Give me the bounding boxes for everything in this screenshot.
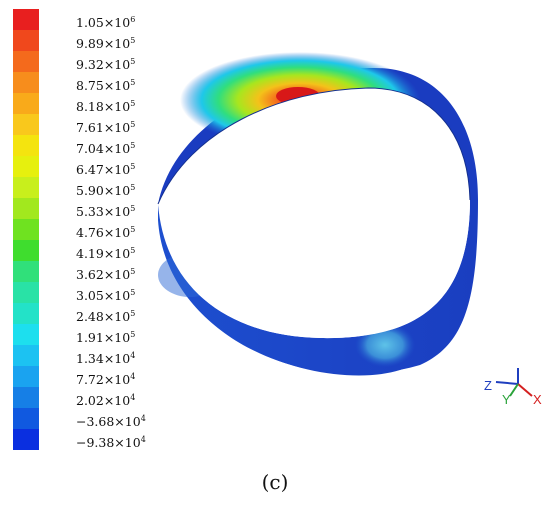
legend-swatch <box>13 366 39 387</box>
legend-label: 1.05×106 <box>76 15 136 30</box>
shell-contour-plot <box>157 52 478 376</box>
coordinate-axes-icon: Z Y X <box>484 368 542 406</box>
legend-swatch <box>13 282 39 303</box>
legend-label: 5.90×105 <box>76 183 136 198</box>
legend-swatch <box>13 387 39 408</box>
axis-x-label: X <box>533 392 542 406</box>
legend-label: 9.89×105 <box>76 36 136 51</box>
legend-swatch <box>13 219 39 240</box>
legend-label: 7.61×105 <box>76 120 136 135</box>
legend-label: 3.62×105 <box>76 267 136 282</box>
legend-swatch <box>13 261 39 282</box>
legend-label: 7.04×105 <box>76 141 136 156</box>
legend-label: 2.48×105 <box>76 309 136 324</box>
axis-z-label: Z <box>484 378 492 393</box>
legend-label: 4.19×105 <box>76 246 136 261</box>
legend-label: 7.72×104 <box>76 372 136 387</box>
legend-label: 1.91×105 <box>76 330 136 345</box>
legend-swatch <box>13 408 39 429</box>
legend-swatch <box>13 9 39 30</box>
legend-label: 1.34×104 <box>76 351 136 366</box>
shell-opening <box>158 88 470 339</box>
color-legend-bar <box>13 9 39 450</box>
legend-swatch <box>13 72 39 93</box>
axis-y-label: Y <box>502 392 511 406</box>
legend-label: 2.02×104 <box>76 393 136 408</box>
legend-label: 4.76×105 <box>76 225 136 240</box>
legend-swatch <box>13 429 39 450</box>
legend-swatch <box>13 93 39 114</box>
legend-swatch <box>13 135 39 156</box>
legend-swatch <box>13 114 39 135</box>
legend-label: 5.33×105 <box>76 204 136 219</box>
legend-label: 9.32×105 <box>76 57 136 72</box>
legend-label: 8.18×105 <box>76 99 136 114</box>
legend-swatch <box>13 345 39 366</box>
legend-swatch <box>13 303 39 324</box>
legend-swatch <box>13 324 39 345</box>
legend-label: −3.68×104 <box>76 414 146 429</box>
legend-swatch <box>13 177 39 198</box>
legend-swatch <box>13 156 39 177</box>
legend-label: 3.05×105 <box>76 288 136 303</box>
legend-swatch <box>13 240 39 261</box>
legend-swatch <box>13 30 39 51</box>
figure-caption: (c) <box>261 470 289 494</box>
legend-swatch <box>13 51 39 72</box>
legend-label: 8.75×105 <box>76 78 136 93</box>
legend-label: −9.38×104 <box>76 435 146 450</box>
legend-swatch <box>13 198 39 219</box>
legend-label: 6.47×105 <box>76 162 136 177</box>
